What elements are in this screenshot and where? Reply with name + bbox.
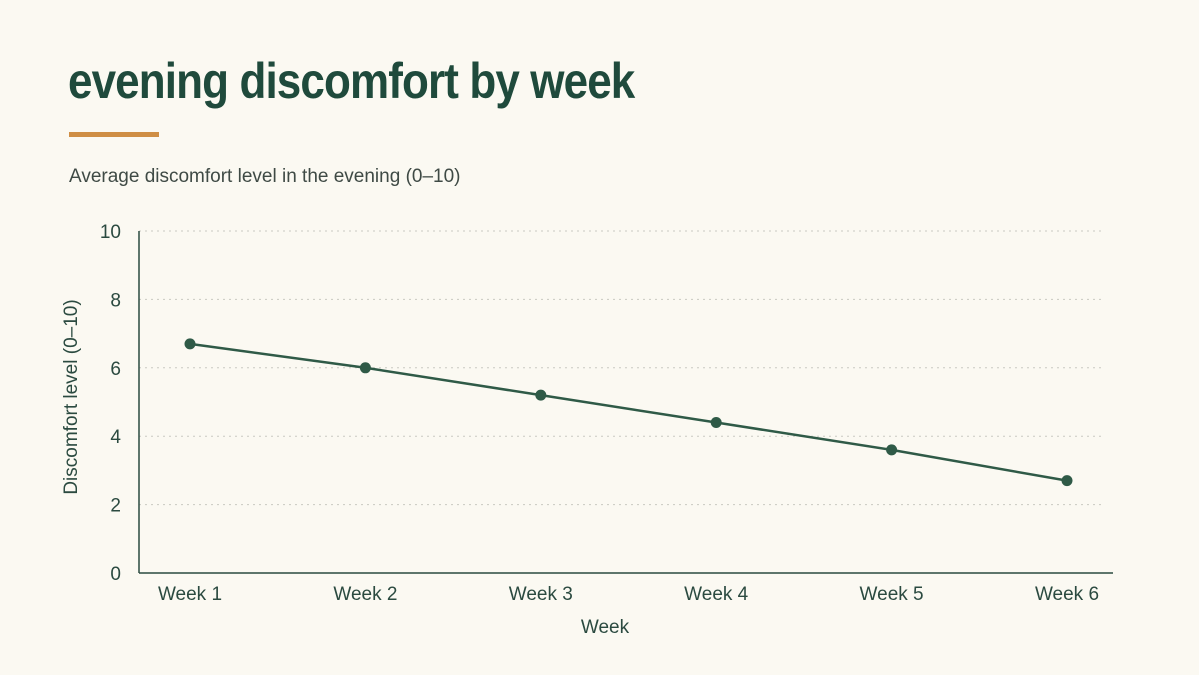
data-point bbox=[1061, 475, 1073, 487]
x-axis-ticks: Week 1 Week 2 Week 3 Week 4 Week 5 Week 6 bbox=[158, 584, 1099, 605]
grid-lines bbox=[139, 230, 1103, 506]
y-tick-label: 2 bbox=[110, 496, 121, 517]
x-tick-label: Week 4 bbox=[684, 584, 749, 605]
y-tick-label: 8 bbox=[110, 290, 121, 311]
series-group bbox=[184, 338, 1073, 487]
series-line bbox=[189, 342, 1068, 482]
data-point bbox=[184, 338, 196, 350]
data-point bbox=[359, 362, 371, 374]
y-axis-ticks: 0 2 4 6 8 10 bbox=[100, 222, 122, 585]
x-tick-label: Week 6 bbox=[1035, 584, 1099, 605]
x-tick-label: Week 5 bbox=[860, 584, 924, 605]
data-point bbox=[886, 444, 898, 456]
page-title: evening discomfort by week bbox=[68, 53, 635, 109]
y-tick-label: 6 bbox=[110, 359, 121, 380]
data-point bbox=[710, 417, 722, 429]
data-point bbox=[535, 389, 547, 401]
y-tick-label: 10 bbox=[100, 222, 121, 243]
y-tick-label: 4 bbox=[110, 427, 121, 448]
y-tick-label: 0 bbox=[110, 564, 121, 585]
x-axis-label: Week bbox=[581, 617, 630, 638]
x-tick-label: Week 1 bbox=[158, 584, 222, 605]
title-accent-rule bbox=[69, 132, 159, 137]
y-axis-label: Discomfort level (0–10) bbox=[61, 299, 82, 494]
chart-subtitle: Average discomfort level in the evening … bbox=[69, 166, 461, 187]
x-tick-label: Week 3 bbox=[509, 584, 573, 605]
x-tick-label: Week 2 bbox=[333, 584, 397, 605]
